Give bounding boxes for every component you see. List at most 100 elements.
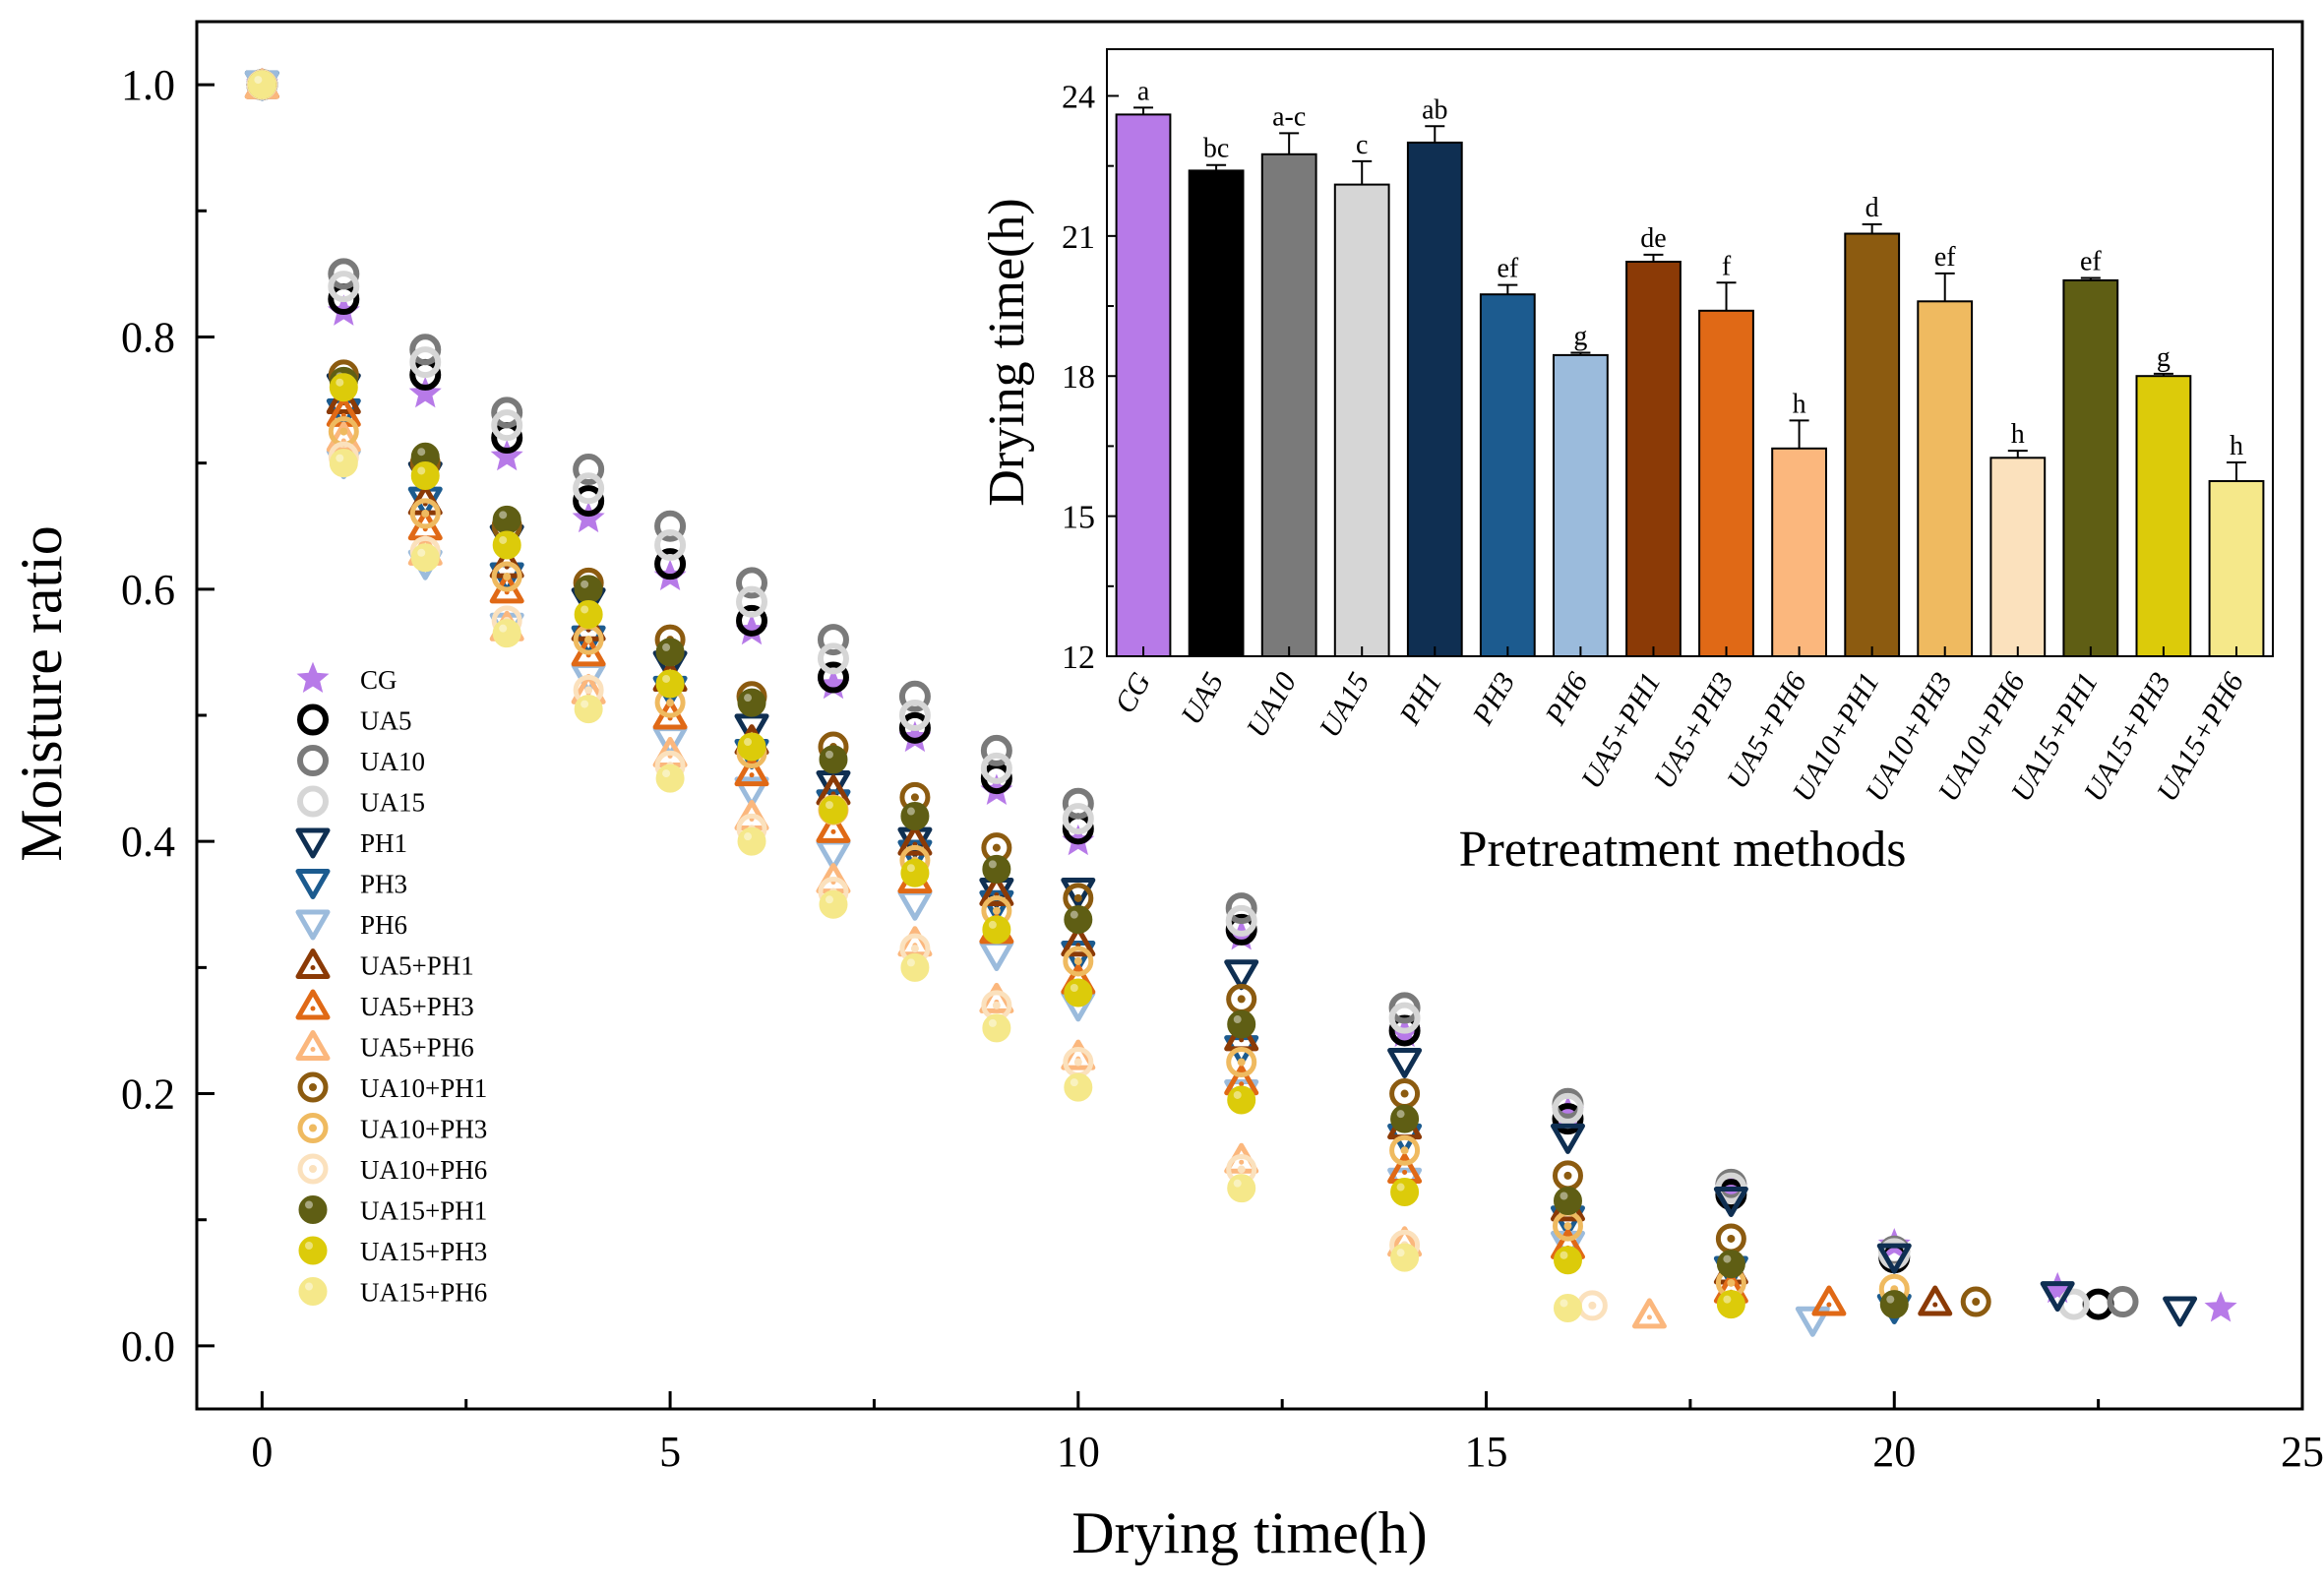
bar-ua15-ph6 xyxy=(2208,480,2265,657)
legend-item-ph1: PH1 xyxy=(295,827,407,859)
point-ua15-ph6-highlight xyxy=(744,832,753,841)
inset-y-tick-label: 15 xyxy=(1062,500,1095,536)
point-ua15-ph6-highlight xyxy=(417,548,426,557)
point-ua15-ph6-shape xyxy=(655,764,685,793)
legend-item-ua5: UA5 xyxy=(297,703,412,736)
inset-x-axis-title: Pretreatment methods xyxy=(1459,822,1907,878)
point-ua5-ph6-dot xyxy=(1239,1159,1245,1165)
point-cg xyxy=(572,501,605,533)
legend-marker-ua10-ph3 xyxy=(297,1113,329,1143)
point-ua15-ph6 xyxy=(574,695,603,724)
point-ua15-ph1-shape xyxy=(1064,905,1093,935)
point-ph1-shape xyxy=(1224,959,1259,991)
legend-item-ua5-ph1: UA5+PH1 xyxy=(295,948,474,981)
point-ua5-ph3-shape xyxy=(1811,1285,1847,1316)
point-ua10 xyxy=(654,510,687,542)
point-ua15-shape xyxy=(980,752,1012,784)
legend-marker-ua10-ph1 xyxy=(297,1071,329,1103)
point-ua5-shape xyxy=(817,661,849,694)
point-ua15-ph3-shape xyxy=(1716,1290,1745,1319)
point-ua15-ph6-highlight xyxy=(825,895,833,904)
y-tick-label: 0.8 xyxy=(121,313,175,361)
point-ua5-ph3-dot xyxy=(1239,1081,1245,1087)
bar-group-ph6: g PH6 xyxy=(1539,322,1609,731)
point-ua5-ph3-shape xyxy=(734,756,769,787)
point-ua5-shape xyxy=(1552,1103,1584,1135)
point-ua15-ph6-highlight xyxy=(1396,1249,1405,1257)
point-ua15-ph6 xyxy=(900,952,930,982)
point-ua15-shape xyxy=(654,528,687,561)
point-ua15-ph6 xyxy=(1064,1072,1093,1102)
point-cg xyxy=(408,376,442,408)
point-ua15-shape xyxy=(491,409,523,442)
point-ua5-ph3-dot xyxy=(749,772,755,778)
point-ua10-ph1 xyxy=(1226,983,1257,1014)
bar-ph3 xyxy=(1479,293,1536,657)
inset-y-tick-label: 24 xyxy=(1062,79,1095,115)
legend-item-ua5-ph6: UA5+PH6 xyxy=(295,1030,474,1063)
legend-label-ph1: PH1 xyxy=(360,828,407,858)
point-ua15-ph3 xyxy=(819,795,848,825)
significance-label-ua5-ph3: f xyxy=(1722,251,1732,281)
legend-marker-ua15-ph6-shape xyxy=(298,1277,328,1306)
legend-label-ua15: UA15 xyxy=(360,788,425,818)
legend-marker-ua15-ph6-highlight xyxy=(305,1282,313,1291)
legend-marker-ua10-shape xyxy=(297,745,329,776)
point-cg-shape xyxy=(408,376,442,408)
inset-bars: aCGbcUA5a-cUA10cUA15abPH1efPH3gPH6deUA5+… xyxy=(1109,76,2265,807)
point-ua10-ph6-center xyxy=(1588,1301,1597,1310)
point-ua15-ph3-highlight xyxy=(662,674,671,683)
point-ua15 xyxy=(980,752,1012,784)
legend-item-ua15-ph3: UA15+PH3 xyxy=(298,1236,487,1266)
point-ua15-ph6-shape xyxy=(737,826,766,856)
point-ua10-shape xyxy=(573,454,605,486)
point-ua15-ph3-shape xyxy=(819,795,848,825)
point-ua5-ph1-shape xyxy=(897,825,933,856)
point-ph1 xyxy=(2040,1281,2075,1313)
bar-ua10-ph1 xyxy=(1844,232,1901,657)
point-ua5-ph1-dot xyxy=(1239,1037,1245,1043)
inset-y-tick-label: 18 xyxy=(1062,359,1095,396)
point-ua15-ph6-shape xyxy=(1064,1072,1093,1102)
point-ua15-ph6 xyxy=(1553,1293,1582,1322)
point-ua15-ph6-shape xyxy=(1227,1174,1256,1203)
legend-marker-ua5-ph3-shape xyxy=(295,989,331,1020)
point-ua15-ph3-highlight xyxy=(581,605,589,614)
legend-marker-ua5-ph1 xyxy=(295,948,331,979)
point-ua15-shape xyxy=(736,585,768,618)
point-ua15-ph3-highlight xyxy=(744,738,753,747)
y-tick-label: 0.6 xyxy=(121,566,175,614)
legend-marker-ua15-ph6 xyxy=(298,1277,328,1306)
point-ua10-ph3-center xyxy=(666,699,675,707)
point-ua10-ph1-center xyxy=(910,793,919,802)
point-ua15-ph6-shape xyxy=(1390,1243,1420,1272)
point-ph1-shape xyxy=(1876,1243,1912,1274)
point-ua15 xyxy=(736,585,768,618)
point-ua10-shape xyxy=(654,510,687,542)
bar-ph1 xyxy=(1406,141,1463,657)
point-ua5-ph3-dot xyxy=(830,828,836,834)
point-ua15-ph1 xyxy=(1716,1250,1745,1279)
point-ua15 xyxy=(1388,1002,1421,1034)
point-ua15-ph6-highlight xyxy=(988,1018,997,1027)
point-ua10-shape xyxy=(2107,1286,2139,1318)
point-ua15-ph1-shape xyxy=(1879,1290,1909,1319)
significance-label-ua15-ph6: h xyxy=(2230,431,2243,461)
bar-group-ua15: c UA15 xyxy=(1314,130,1390,743)
point-ua15-ph1-shape xyxy=(574,575,603,604)
legend-item-ph6: PH6 xyxy=(295,909,407,941)
legend-marker-ua15-ph3-highlight xyxy=(305,1242,313,1250)
point-ua15-ph3-highlight xyxy=(336,378,344,387)
point-ph6 xyxy=(979,941,1014,972)
legend-marker-ua15-ph1 xyxy=(298,1195,328,1224)
inset-bar-chart: 12 15 18 21 24 a CG bc UA5 a-c UA10 c UA15 ab PH1 ef PH… xyxy=(979,48,2274,878)
point-ph6-shape xyxy=(1795,1306,1830,1337)
point-ua10-ph1-center xyxy=(992,843,1001,852)
significance-label-ua5-ph1: de xyxy=(1640,223,1666,254)
bar-group-cg: a CG xyxy=(1109,76,1172,719)
point-ua15-ph1-shape xyxy=(819,745,848,774)
point-ua15-shape xyxy=(409,346,442,379)
point-ua10 xyxy=(817,624,849,656)
point-ua15-ph1-shape xyxy=(655,638,685,667)
point-ua10-ph3-center xyxy=(992,906,1001,915)
